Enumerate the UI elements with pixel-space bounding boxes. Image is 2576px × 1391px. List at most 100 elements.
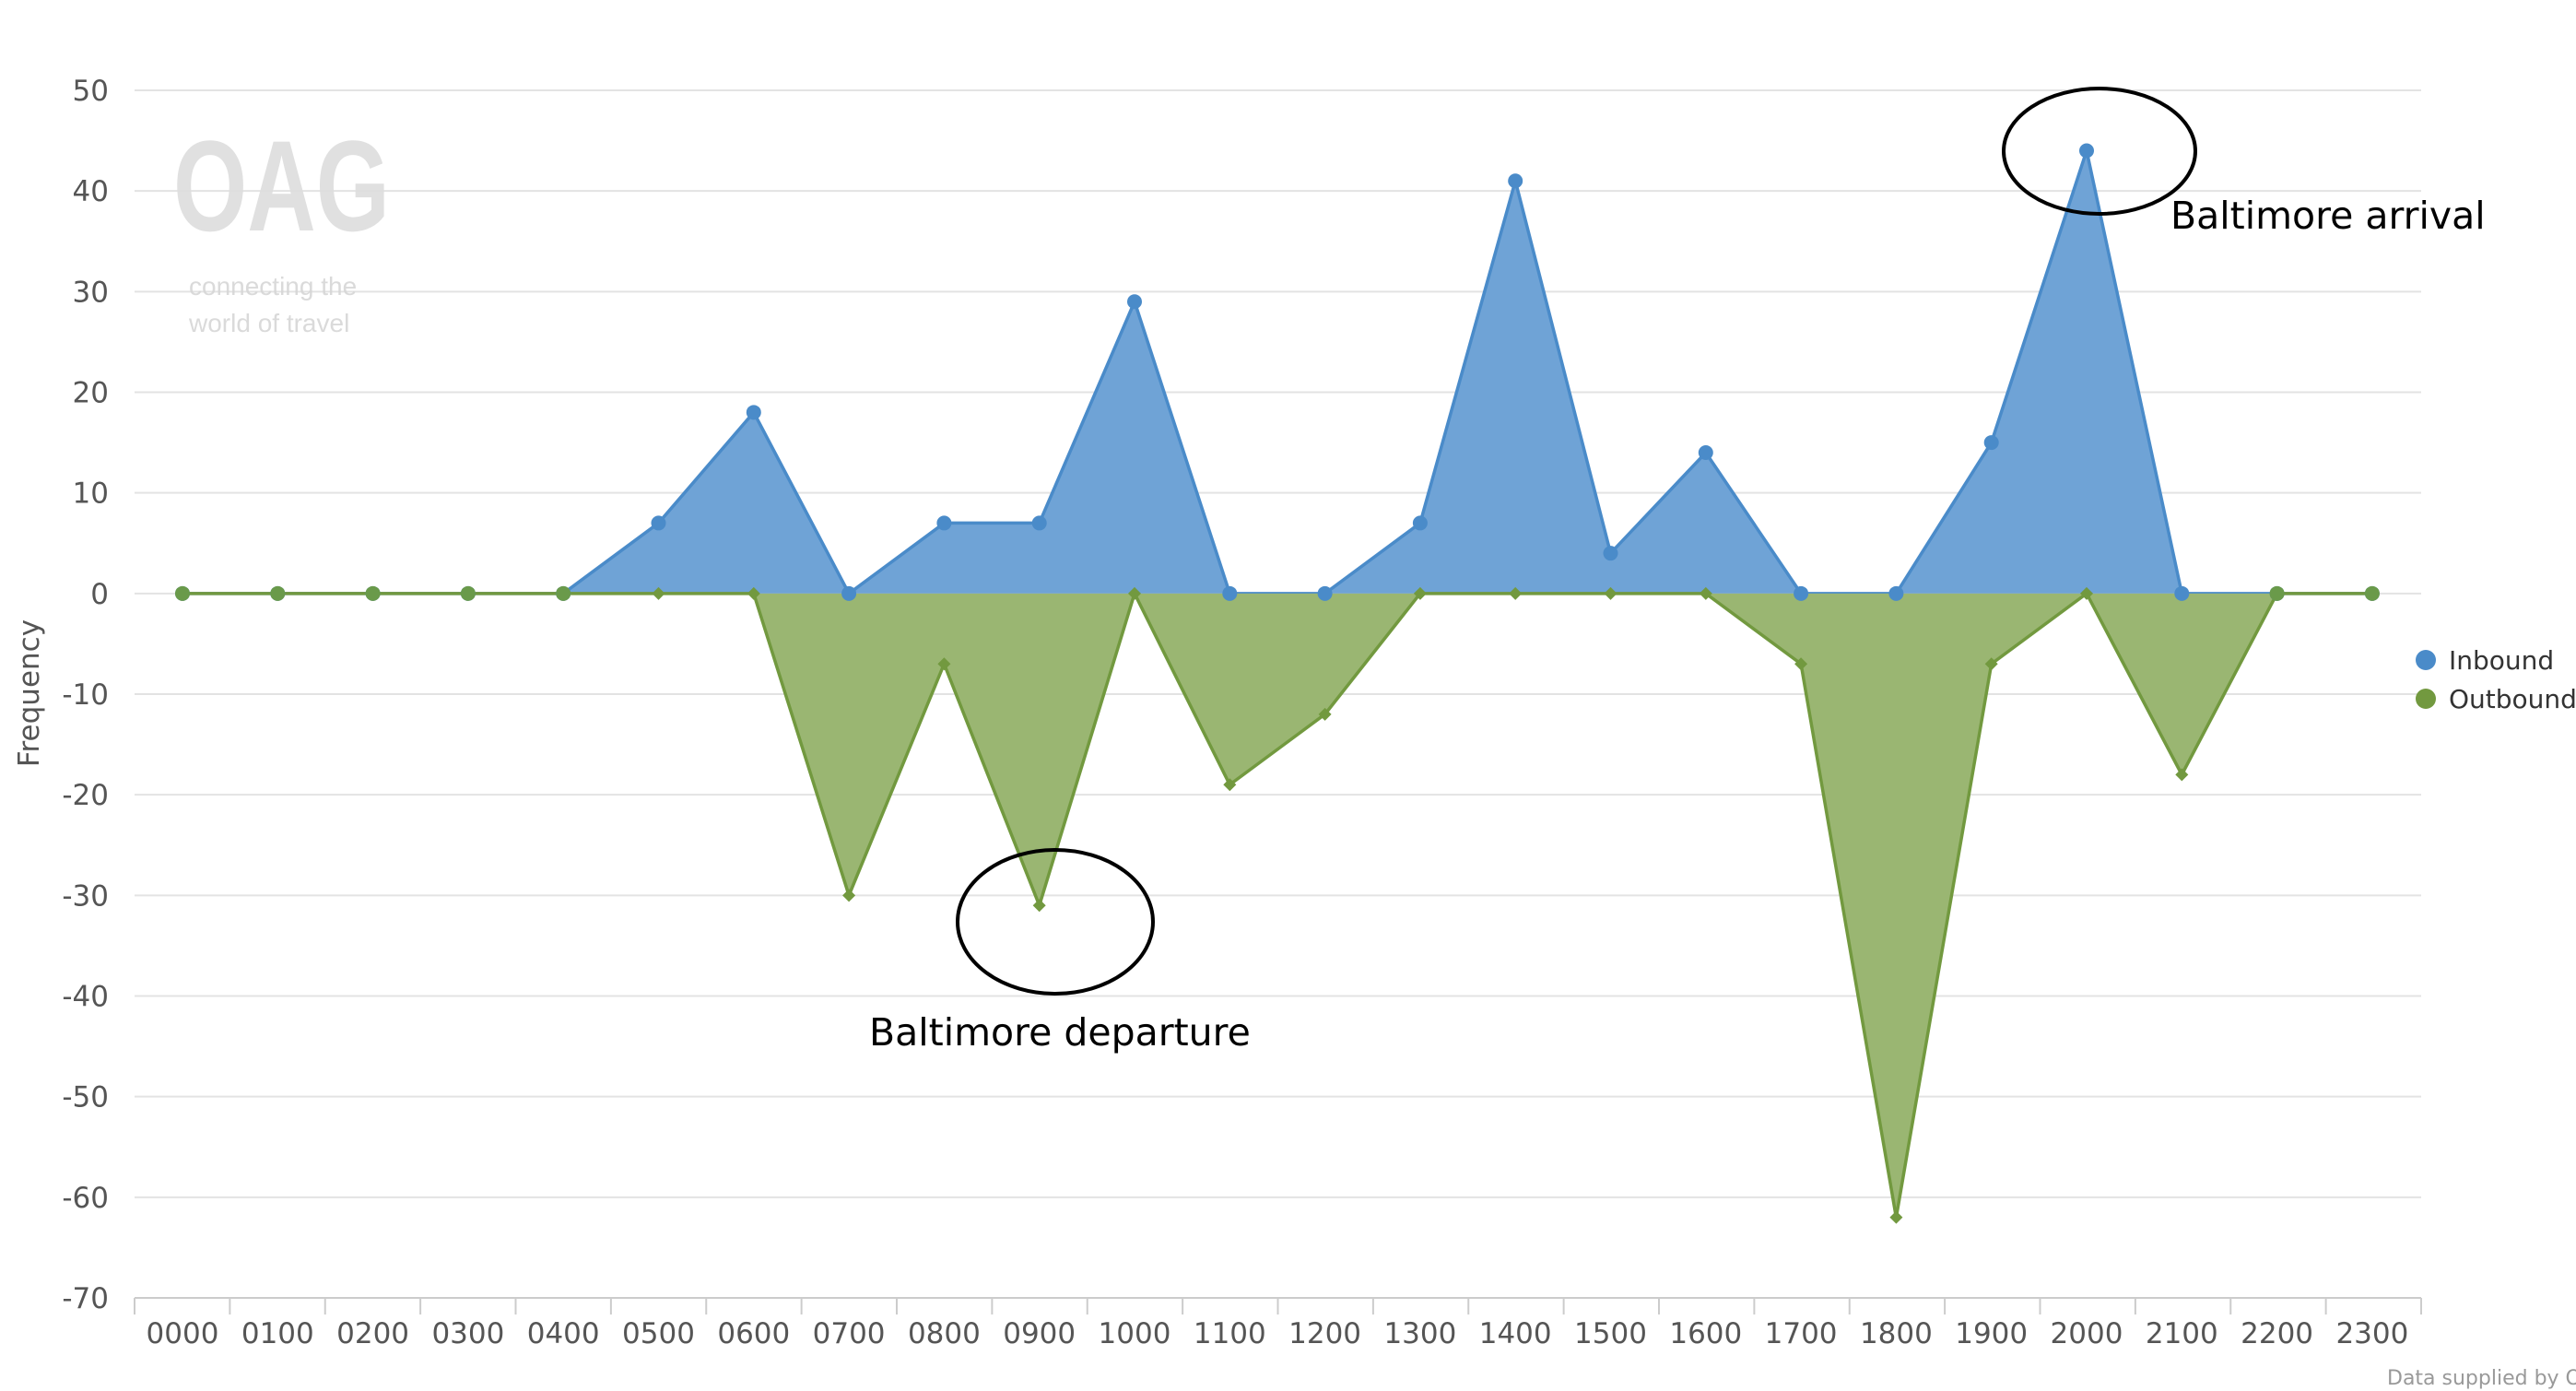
x-tick-label: 1800 (1860, 1317, 1933, 1350)
point-outbound[interactable] (2080, 586, 2093, 600)
y-tick-label: -70 (62, 1282, 109, 1315)
point-inbound[interactable] (1983, 435, 1999, 451)
point-outbound[interactable] (1223, 778, 1237, 792)
watermark-tagline-1: connecting the (189, 272, 357, 301)
point-outbound[interactable] (1604, 586, 1617, 600)
point-outbound[interactable] (1984, 657, 1998, 671)
area-inbound (182, 150, 2372, 594)
point-inbound[interactable] (2079, 143, 2094, 159)
point-overlap (365, 585, 381, 601)
legend-marker-inbound (2416, 650, 2436, 670)
y-tick-label: -30 (62, 879, 109, 913)
x-tick-label: 0700 (813, 1317, 886, 1350)
y-tick-label: 0 (90, 578, 109, 611)
point-inbound[interactable] (1222, 585, 1238, 601)
x-tick-label: 0800 (908, 1317, 981, 1350)
x-tick-label: 0200 (336, 1317, 409, 1350)
point-inbound[interactable] (1508, 173, 1523, 189)
annotations: Baltimore arrival Baltimore departure (869, 87, 2486, 1055)
watermark: OAG connecting the world of travel (173, 113, 390, 337)
point-inbound[interactable] (746, 405, 761, 420)
point-outbound[interactable] (652, 586, 665, 600)
x-tick-label: 2100 (2146, 1317, 2218, 1350)
x-tick-label: 0100 (241, 1317, 314, 1350)
point-inbound[interactable] (936, 515, 952, 531)
y-tick-label: -50 (62, 1081, 109, 1114)
point-inbound[interactable] (1888, 585, 1904, 601)
point-outbound[interactable] (842, 889, 856, 902)
x-tick-label: 2000 (2051, 1317, 2123, 1350)
series-areas (182, 144, 2372, 1218)
x-tick-label: 1700 (1765, 1317, 1838, 1350)
y-tick-label: 30 (73, 276, 109, 309)
point-outbound[interactable] (1413, 586, 1427, 600)
legend: Inbound Outbound (2416, 645, 2576, 714)
point-outbound[interactable] (747, 586, 760, 600)
point-outbound[interactable] (1509, 586, 1523, 600)
annotation-arrival: Baltimore arrival (2170, 194, 2486, 238)
point-inbound[interactable] (1794, 585, 1809, 601)
x-tick-label: 1000 (1099, 1317, 1171, 1350)
y-tick-label: 50 (73, 75, 109, 108)
series-markers (175, 143, 2380, 1224)
y-tick-label: 10 (73, 477, 109, 511)
point-overlap (556, 585, 571, 601)
watermark-logo: OAG (173, 113, 390, 258)
x-tick-label: 1400 (1479, 1317, 1552, 1350)
point-outbound[interactable] (1699, 586, 1712, 600)
x-tick-label: 2200 (2241, 1317, 2313, 1350)
point-inbound[interactable] (1317, 585, 1333, 601)
legend-label-outbound: Outbound (2449, 684, 2576, 714)
legend-item-outbound[interactable]: Outbound (2416, 684, 2576, 714)
point-inbound[interactable] (2174, 585, 2190, 601)
x-tick-label: 0900 (1003, 1317, 1076, 1350)
y-tick-label: -40 (62, 981, 109, 1014)
annotation-departure: Baltimore departure (869, 1010, 1251, 1055)
point-inbound[interactable] (1603, 546, 1618, 561)
x-tick-label: 0600 (717, 1317, 790, 1350)
point-outbound[interactable] (1032, 899, 1046, 913)
point-inbound[interactable] (1031, 515, 1047, 531)
x-tick-label: 1500 (1574, 1317, 1647, 1350)
point-inbound[interactable] (651, 515, 666, 531)
axes: 50 40 30 20 10 0 -10 -20 -30 -40 -50 -60 -70 0000 0100… (62, 75, 2422, 1350)
x-tick-label: 1300 (1383, 1317, 1456, 1350)
y-tick-label: -60 (62, 1182, 109, 1215)
line-outbound (182, 589, 2372, 1218)
point-outbound[interactable] (1794, 657, 1808, 671)
y-tick-label: -10 (62, 678, 109, 712)
point-inbound[interactable] (1127, 294, 1142, 310)
point-outbound[interactable] (1318, 707, 1332, 721)
point-outbound[interactable] (2175, 768, 2189, 782)
point-overlap (2269, 585, 2285, 601)
point-outbound[interactable] (937, 657, 951, 671)
annotation-ellipse-departure (956, 848, 1155, 996)
point-inbound[interactable] (1412, 515, 1428, 531)
point-outbound[interactable] (1889, 1210, 1903, 1224)
y-tick-label: -20 (62, 779, 109, 812)
data-credit: Data supplied by OAG (2387, 1367, 2576, 1390)
x-tick-label: 2300 (2335, 1317, 2408, 1350)
area-outbound (182, 593, 2372, 1218)
legend-item-inbound[interactable]: Inbound (2416, 645, 2554, 676)
x-tick-label: 0500 (622, 1317, 695, 1350)
point-inbound[interactable] (841, 585, 857, 601)
x-tick-label: 0300 (431, 1317, 504, 1350)
x-tick-label: 1600 (1669, 1317, 1742, 1350)
legend-label-inbound: Inbound (2449, 645, 2554, 676)
annotation-ellipse-arrival (2002, 87, 2197, 216)
y-axis-label: Frequency (13, 619, 46, 767)
x-tick-label: 1100 (1194, 1317, 1266, 1350)
point-overlap (2364, 585, 2380, 601)
point-inbound[interactable] (1698, 445, 1713, 460)
point-overlap (270, 585, 286, 601)
point-overlap (175, 585, 190, 601)
x-tick-label: 0400 (527, 1317, 600, 1350)
x-tick-label: 1200 (1288, 1317, 1361, 1350)
watermark-tagline-2: world of travel (188, 309, 349, 337)
legend-marker-outbound (2416, 689, 2436, 709)
point-overlap (460, 585, 476, 601)
point-outbound[interactable] (1128, 586, 1141, 600)
x-tick-label: 0000 (147, 1317, 219, 1350)
